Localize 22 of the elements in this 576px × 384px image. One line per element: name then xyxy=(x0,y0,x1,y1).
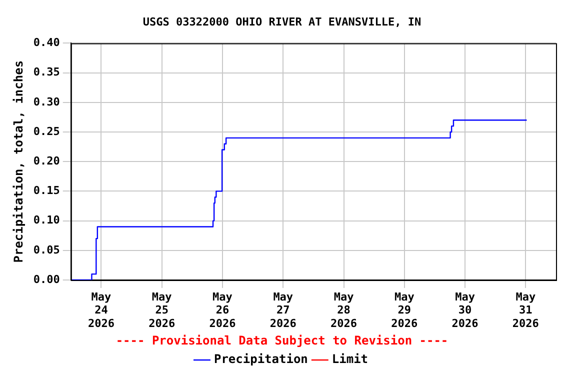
x-tick-label: May 30 2026 xyxy=(452,290,479,330)
y-tick-label: 0.25 xyxy=(33,124,60,138)
y-tick-label: 0.10 xyxy=(33,214,60,227)
text: ---- Provisional Data Subject to Revision ---- xyxy=(116,334,448,348)
chart-title: USGS 03322000 OHIO RIVER AT EVANSVILLE, IN xyxy=(142,15,422,28)
x-tick-label: May 24 2026 xyxy=(88,290,115,330)
x-tick-label: May 25 2026 xyxy=(148,290,176,330)
y-tick-label: 0.20 xyxy=(33,154,60,168)
legend-label: Precipitation xyxy=(214,352,308,366)
y-axis-title: Precipitation, total, inches xyxy=(11,60,26,263)
y-tick-label: 0.05 xyxy=(33,243,60,256)
x-tick-label: May 26 2026 xyxy=(209,290,236,330)
x-tick-label: May 28 2026 xyxy=(330,290,358,330)
x-tick-label: May 29 2026 xyxy=(391,290,418,330)
x-tick-label: May 31 2026 xyxy=(512,290,540,330)
y-tick-label: 0.00 xyxy=(33,272,60,286)
y-tick-label: 0.15 xyxy=(33,184,60,198)
y-tick-label: 0.30 xyxy=(33,95,60,108)
legend-label: Limit xyxy=(332,352,368,366)
y-tick-label: 0.35 xyxy=(33,66,60,79)
y-tick-label: 0.40 xyxy=(33,36,60,50)
x-tick-label: May 27 2026 xyxy=(270,290,297,330)
